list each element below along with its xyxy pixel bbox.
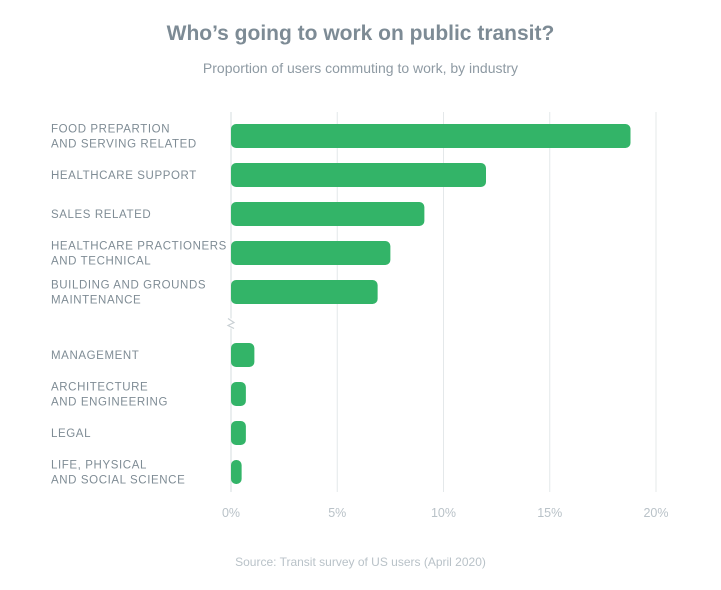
category-label: HEALTHCARE SUPPORT <box>51 170 197 182</box>
bar <box>231 421 246 445</box>
bar <box>231 241 391 265</box>
bar <box>231 382 246 406</box>
category-label: FOOD PREPARTION AND SERVING RELATED <box>51 124 197 151</box>
category-label: ARCHITECTURE AND ENGINEERING <box>51 382 168 409</box>
category-label: HEALTHCARE PRACTIONERS AND TECHNICAL <box>51 241 227 268</box>
x-tick-label: 0% <box>222 506 240 520</box>
category-label: SALES RELATED <box>51 209 151 221</box>
x-tick-label: 10% <box>431 506 456 520</box>
source-note: Source: Transit survey of US users (Apri… <box>235 555 486 569</box>
bar <box>231 460 242 484</box>
chart-title: Who’s going to work on public transit? <box>166 22 555 45</box>
bar <box>231 163 486 187</box>
axis-break-marker <box>226 318 236 330</box>
category-label: LEGAL <box>51 428 91 440</box>
bar <box>231 202 425 226</box>
x-tick-label: 15% <box>537 506 562 520</box>
category-label: LIFE, PHYSICAL AND SOCIAL SCIENCE <box>51 460 185 487</box>
bar <box>231 343 255 367</box>
category-label: MANAGEMENT <box>51 350 139 362</box>
x-tick-label: 20% <box>643 506 668 520</box>
x-tick-label: 5% <box>328 506 346 520</box>
category-label: BUILDING AND GROUNDS MAINTENANCE <box>51 280 206 307</box>
bar <box>231 124 631 148</box>
bar <box>231 280 378 304</box>
chart-subtitle: Proportion of users commuting to work, b… <box>202 60 519 76</box>
